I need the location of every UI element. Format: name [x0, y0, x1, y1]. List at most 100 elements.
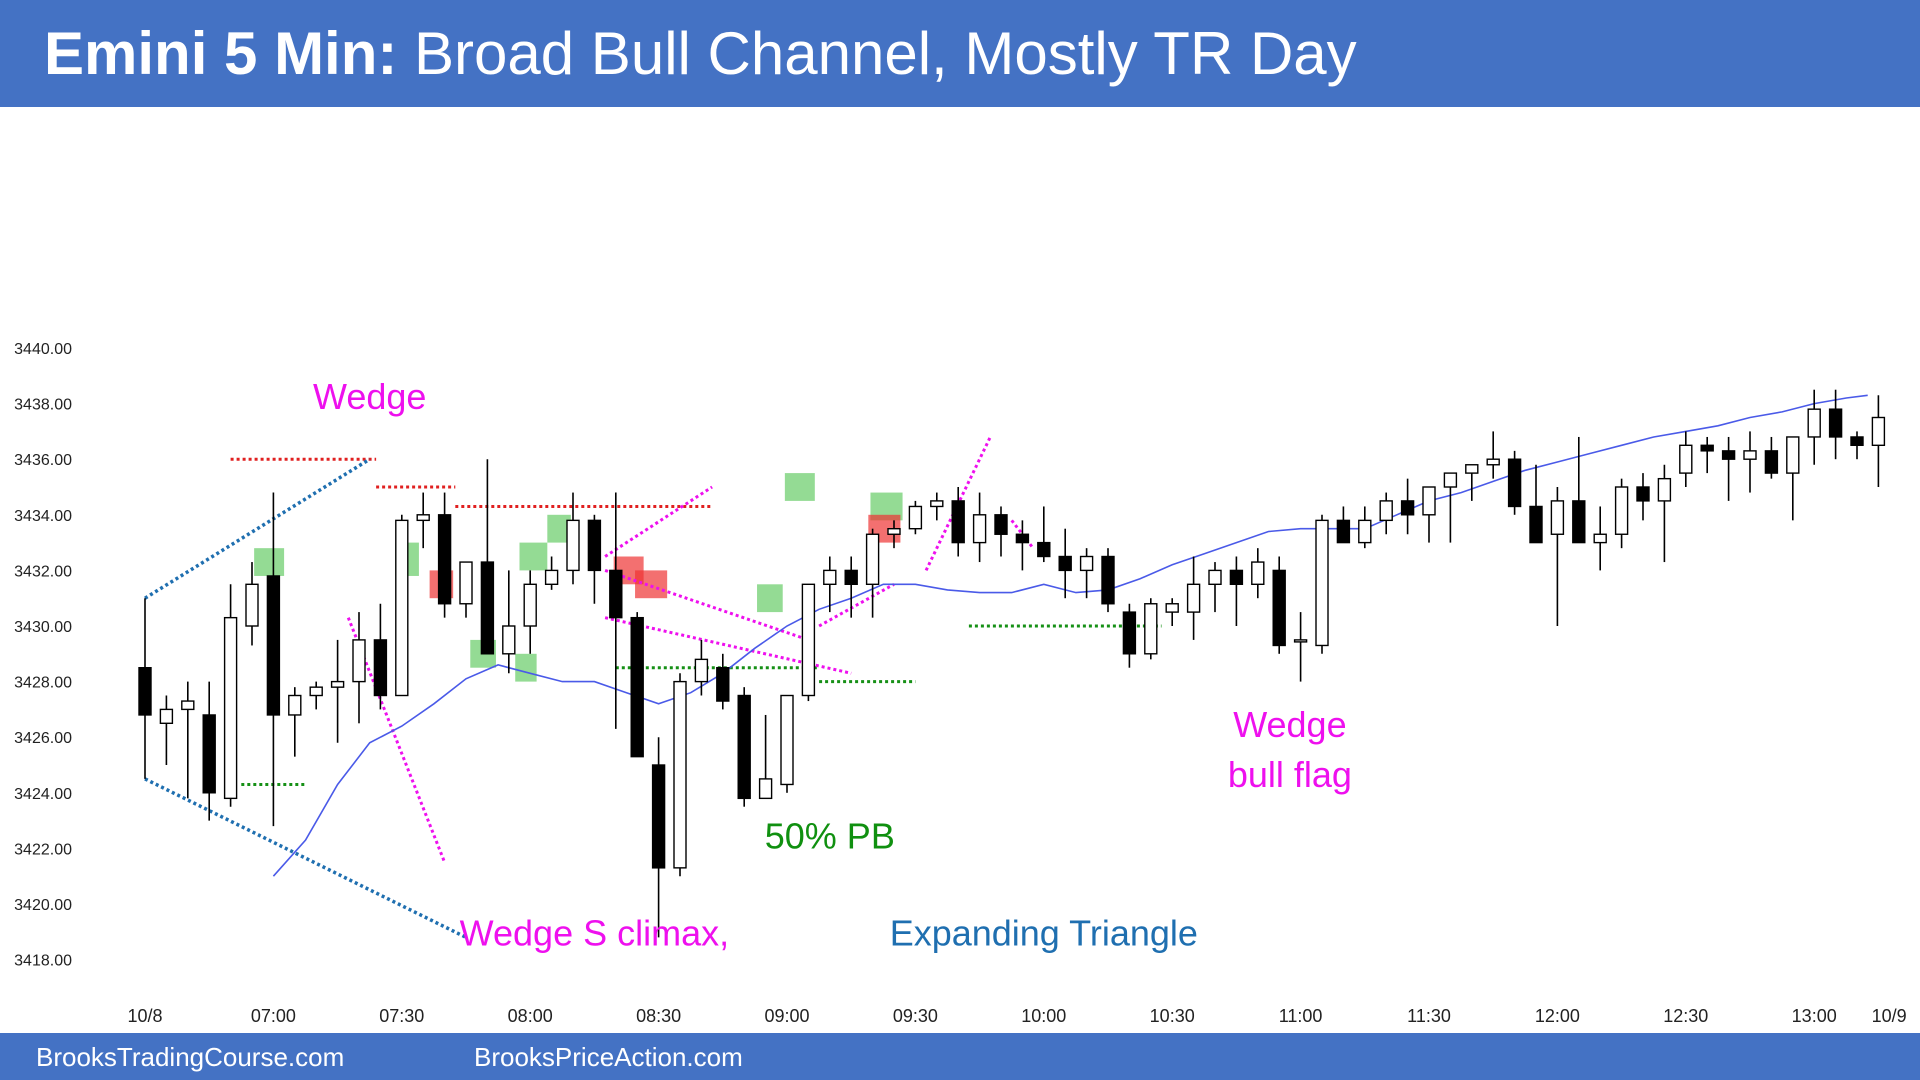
- candle-up: [1315, 519, 1329, 647]
- candle-up: [1743, 450, 1757, 460]
- candle-down: [1272, 569, 1286, 647]
- wedge-line: [818, 582, 895, 628]
- x-tick-label: 07:00: [251, 1006, 296, 1026]
- title-rest: Broad Bull Channel, Mostly TR Day: [414, 20, 1357, 87]
- candle-up: [1614, 486, 1629, 535]
- candle-up: [288, 694, 302, 716]
- candle-down: [138, 667, 152, 716]
- candle-down: [1122, 611, 1137, 655]
- y-tick-label: 3420.00: [14, 897, 72, 914]
- expanding-triangle-line: [144, 457, 371, 600]
- x-tick-label: 11:30: [1407, 1006, 1451, 1026]
- candle-up: [1593, 533, 1607, 544]
- candle-up: [908, 505, 923, 530]
- signal-box-green: [784, 473, 815, 501]
- candle-up: [673, 680, 687, 869]
- candle-up: [930, 500, 944, 508]
- candle-down: [1507, 458, 1522, 508]
- annotation-label: Wedge S climax,: [460, 913, 729, 954]
- candle-down: [437, 514, 452, 605]
- candle-down: [1058, 555, 1072, 572]
- candle-up: [1679, 444, 1693, 474]
- candle-down: [1037, 541, 1051, 558]
- x-tick-label: 10/9: [1872, 1006, 1907, 1026]
- candle-down: [373, 639, 388, 697]
- candle-up: [1786, 436, 1800, 474]
- y-tick-label: 3438.00: [14, 397, 72, 414]
- candle-up: [1186, 583, 1201, 613]
- candle-up: [1871, 416, 1886, 446]
- candle-up: [865, 533, 880, 586]
- candle-up: [502, 625, 516, 655]
- candle-up: [823, 569, 837, 586]
- candle-up: [972, 514, 987, 544]
- candle-up: [1379, 500, 1393, 522]
- y-tick-label: 3426.00: [14, 730, 72, 747]
- candle-up: [223, 616, 238, 800]
- candle-up: [395, 519, 409, 697]
- candle-up: [1144, 603, 1158, 655]
- x-tick-label: 09:00: [764, 1006, 809, 1026]
- page-title: Emini 5 Min: Broad Bull Channel, Mostly …: [44, 18, 1357, 90]
- ema-line: [272, 394, 1868, 877]
- candle-up: [801, 583, 816, 697]
- candle-up: [1251, 561, 1265, 585]
- annotation-label: 50% PB: [765, 815, 895, 856]
- y-tick-label: 3418.00: [14, 953, 72, 970]
- candle-up: [245, 583, 259, 627]
- candle-down: [202, 714, 216, 794]
- candle-down: [1636, 486, 1650, 502]
- candle-up: [780, 694, 794, 786]
- candle-down: [737, 694, 751, 800]
- candle-down: [1101, 555, 1115, 605]
- candle-up: [330, 680, 345, 688]
- candle-down: [1529, 505, 1543, 544]
- candle-down: [1828, 408, 1843, 438]
- x-tick-label: 12:00: [1535, 1006, 1580, 1026]
- candle-up: [758, 778, 773, 800]
- candle-up: [352, 639, 366, 683]
- candle-up: [887, 528, 901, 535]
- annotation-label: Wedge: [1233, 704, 1346, 745]
- candle-up: [1079, 555, 1094, 572]
- x-tick-label: 07:30: [379, 1006, 424, 1026]
- candle-up: [1208, 569, 1222, 586]
- y-tick-label: 3436.00: [14, 452, 72, 469]
- x-tick-label: 10:30: [1150, 1006, 1195, 1026]
- candle-down: [266, 575, 281, 716]
- candle-up: [159, 708, 174, 725]
- candle-up: [1422, 486, 1436, 516]
- x-tick-label: 13:00: [1792, 1006, 1837, 1026]
- signal-box-green: [757, 584, 783, 613]
- y-tick-label: 3424.00: [14, 786, 72, 803]
- candle-down: [587, 519, 602, 572]
- expanding-triangle-line: [144, 777, 467, 939]
- title-banner: Emini 5 Min: Broad Bull Channel, Mostly …: [0, 0, 1920, 107]
- candle-up: [1443, 472, 1458, 488]
- candle-up: [309, 686, 323, 697]
- candle-down: [951, 500, 965, 544]
- candle-down: [1400, 500, 1415, 516]
- candle-up: [1657, 477, 1672, 502]
- candle-down: [630, 616, 644, 758]
- candle-up: [416, 514, 430, 522]
- candle-down: [1764, 450, 1779, 474]
- candle-up: [1550, 500, 1565, 535]
- x-tick-label: 09:30: [893, 1006, 938, 1026]
- candle-up: [523, 583, 537, 627]
- x-tick-label: 08:00: [508, 1006, 553, 1026]
- signal-box-green: [515, 653, 537, 682]
- candle-down: [609, 569, 623, 619]
- signal-box-green: [254, 548, 285, 576]
- x-tick-label: 10/8: [127, 1006, 162, 1026]
- candle-down: [1015, 533, 1030, 544]
- wedge-line: [604, 485, 713, 558]
- candle-down: [1700, 444, 1714, 452]
- x-tick-label: 12:30: [1663, 1006, 1708, 1026]
- candle-down: [994, 514, 1008, 535]
- candle-up: [1165, 603, 1179, 613]
- candle-down: [480, 561, 495, 655]
- candle-up: [1358, 519, 1372, 544]
- y-tick-label: 3430.00: [14, 619, 72, 636]
